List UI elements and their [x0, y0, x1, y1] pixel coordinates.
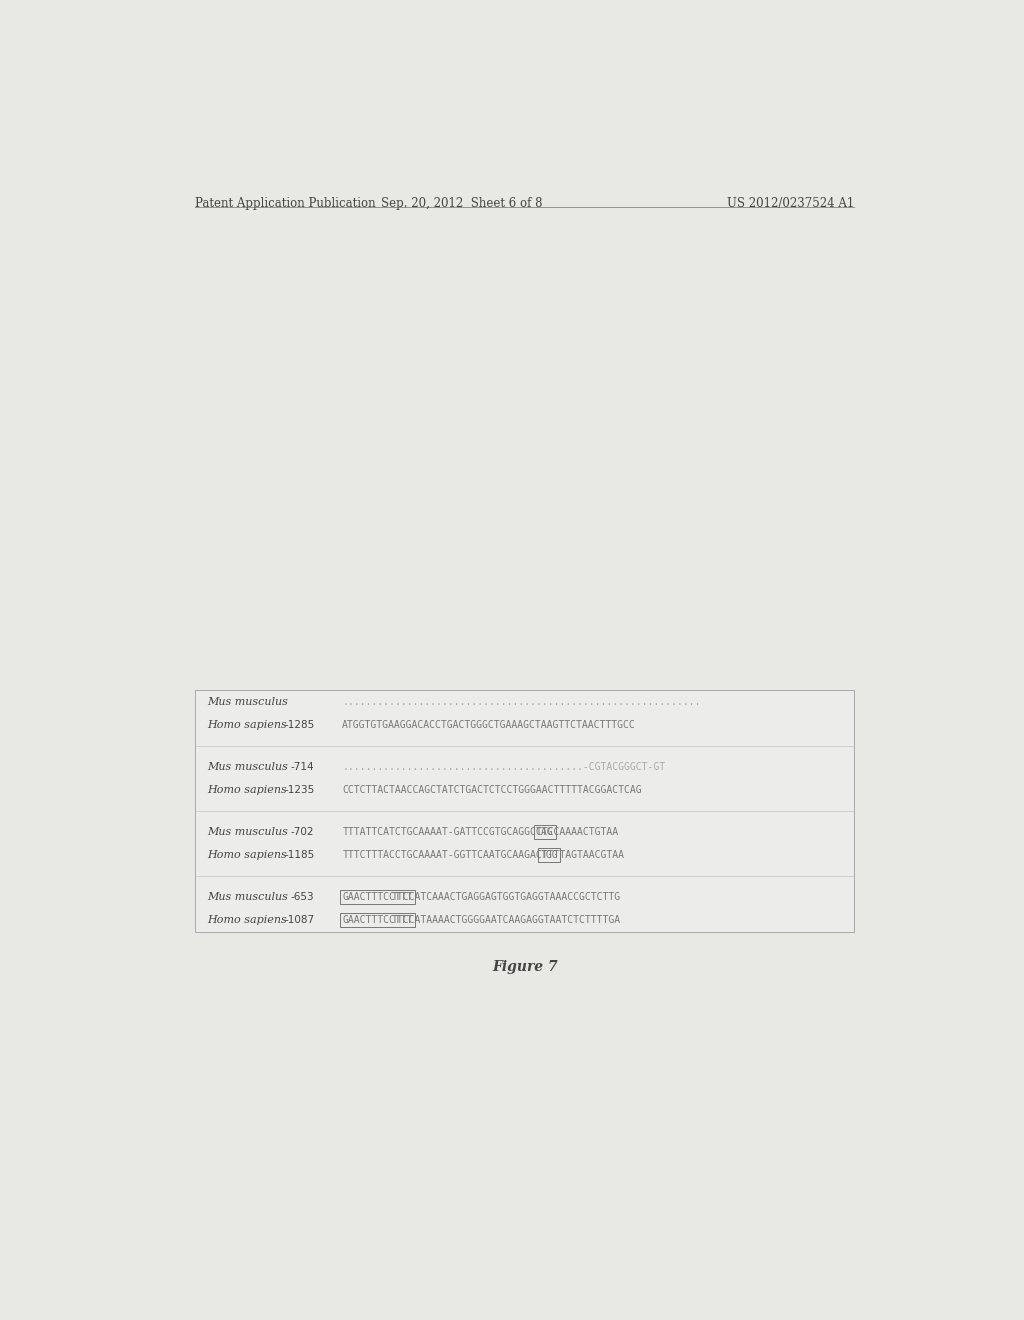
Text: -653: -653: [291, 892, 314, 903]
Text: Figure 7: Figure 7: [492, 961, 558, 974]
Text: .........................................-CGTACGGGCT-GT: ........................................…: [342, 762, 666, 772]
Text: Mus musculus: Mus musculus: [207, 762, 288, 772]
Text: Homo sapiens: Homo sapiens: [207, 850, 287, 859]
Text: TTTCTTTACCTGCAAAAT-GGTTCAATGCAAGACTTTTAGTAACGTAA: TTTCTTTACCTGCAAAAT-GGTTCAATGCAAGACTTTTAG…: [342, 850, 625, 859]
Text: Sep. 20, 2012  Sheet 6 of 8: Sep. 20, 2012 Sheet 6 of 8: [381, 197, 542, 210]
Text: TTTATTCATCTGCAAAAT-GATTCCGTGCAGGCCTCCAAAACTGTAA: TTTATTCATCTGCAAAAT-GATTCCGTGCAGGCCTCCAAA…: [342, 828, 618, 837]
Text: -1285: -1285: [285, 719, 314, 730]
Text: -1235: -1235: [285, 784, 314, 795]
Text: US 2012/0237524 A1: US 2012/0237524 A1: [727, 197, 854, 210]
Text: TGG: TGG: [541, 850, 558, 859]
Text: Homo sapiens: Homo sapiens: [207, 915, 287, 925]
Text: GAACTTTCCTTT: GAACTTTCCTTT: [342, 915, 413, 925]
Text: TTCCATAAAACTGGGGAATCAAGAGGTAATCTCTTTTGA: TTCCATAAAACTGGGGAATCAAGAGGTAATCTCTTTTGA: [392, 915, 621, 925]
Text: -1087: -1087: [285, 915, 314, 925]
Text: TTCCATCAAACTGAGGAGTGGTGAGGTAAACCGCTCTTG: TTCCATCAAACTGAGGAGTGGTGAGGTAAACCGCTCTTG: [392, 892, 621, 903]
Text: CCTCTTACTAACCAGCTATCTGACTCTCCTGGGAACTTTTTACGGACTCAG: CCTCTTACTAACCAGCTATCTGACTCTCCTGGGAACTTTT…: [342, 784, 642, 795]
Text: Patent Application Publication: Patent Application Publication: [196, 197, 376, 210]
Text: Homo sapiens: Homo sapiens: [207, 784, 287, 795]
Text: Mus musculus: Mus musculus: [207, 892, 288, 903]
Text: GAACTTTCCTTT: GAACTTTCCTTT: [342, 892, 413, 903]
Text: -1185: -1185: [285, 850, 314, 859]
Text: ATGGTGTGAAGGACACCTGACTGGGCTGAAAGCTAAGTTCTAACTTTGCC: ATGGTGTGAAGGACACCTGACTGGGCTGAAAGCTAAGTTC…: [342, 719, 636, 730]
Text: TAG: TAG: [537, 828, 554, 837]
FancyBboxPatch shape: [196, 690, 854, 932]
Text: Homo sapiens: Homo sapiens: [207, 719, 287, 730]
Text: .............................................................: ........................................…: [342, 697, 700, 708]
Text: -702: -702: [291, 828, 314, 837]
Text: Mus musculus: Mus musculus: [207, 697, 288, 708]
Text: -714: -714: [291, 762, 314, 772]
Text: Mus musculus: Mus musculus: [207, 828, 288, 837]
